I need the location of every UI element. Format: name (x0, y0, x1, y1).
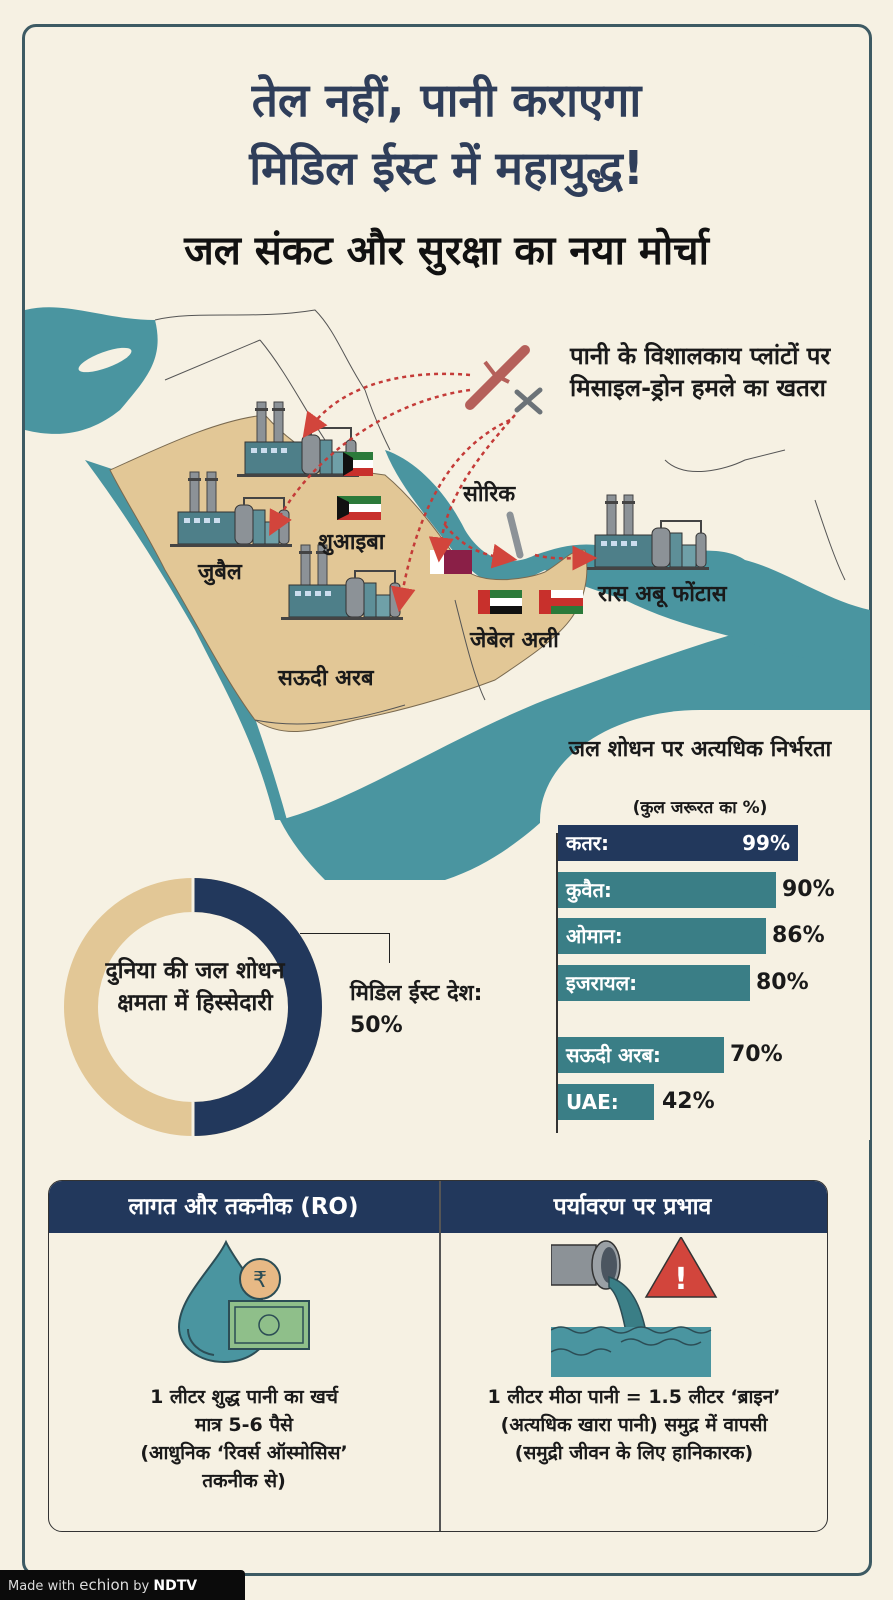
label-jebel-ali: जेबेल अली (470, 628, 559, 653)
bar-israel: इजरायल: (558, 965, 750, 1001)
panel-text-cost: 1 लीटर शुद्ध पानी का खर्च मात्र 5-6 पैसे… (49, 1383, 439, 1495)
bar-value: 90% (782, 877, 835, 902)
bar-oman: ओमान: (558, 918, 766, 954)
footer-by: by (133, 1579, 150, 1594)
svg-text:₹: ₹ (253, 1268, 267, 1293)
threat-annotation: पानी के विशालकाय प्लांटों पर मिसाइल-ड्रो… (570, 342, 831, 402)
ndtv-logo: NDTV (153, 1578, 198, 1594)
bar-label: कतर: (566, 831, 609, 855)
footer-made-with: Made with (8, 1579, 76, 1594)
cost-line-2: मात्र 5-6 पैसे (195, 1414, 293, 1436)
panel-heading-environment: पर्यावरण पर प्रभाव (553, 1194, 712, 1220)
panel-header: लागत और तकनीक (RO) पर्यावरण पर प्रभाव (49, 1181, 827, 1233)
echion-logo: echion (79, 1576, 130, 1594)
missile-icon (465, 345, 530, 410)
bar-qatar: कतर: 99% (558, 825, 798, 861)
label-soric: सोरिक (463, 482, 516, 507)
bar-kuwait: कुवैत: (558, 872, 776, 908)
kuwait-flag (337, 496, 381, 520)
panel-text-environment: 1 लीटर मीठा पानी = 1.5 लीटर ‘ब्राइन’ (अत… (439, 1383, 827, 1467)
panel-heading-cost: लागत और तकनीक (RO) (128, 1194, 359, 1220)
donut-center-text: दुनिया की जल शोधन क्षमता में हिस्सेदारी (105, 958, 285, 1016)
pipe-discharge-warning-icon: ! (551, 1237, 718, 1377)
bar-value: 42% (662, 1089, 715, 1114)
info-panel: लागत और तकनीक (RO) पर्यावरण पर प्रभाव ₹ … (48, 1180, 828, 1532)
bar-value: 80% (756, 970, 809, 995)
bar-value: 86% (772, 923, 825, 948)
cost-line-4: तकनीक से) (202, 1470, 286, 1492)
bar-saudi-arabia: सऊदी अरब: (558, 1037, 724, 1073)
water-drop-money-icon: ₹ (177, 1239, 310, 1364)
label-saudi-arabia: सऊदी अरब (278, 666, 374, 691)
bar-label: इजरायल: (566, 971, 638, 995)
env-line-2: (अत्यधिक खारा पानी) समुद्र में वापसी (500, 1414, 768, 1436)
subtitle: जल संकट और सुरक्षा का नया मोर्चा (184, 228, 709, 274)
dependency-title: जल शोधन पर अत्यधिक निर्भरता (568, 737, 832, 762)
footer-credit[interactable]: Made with echion by NDTV (0, 1570, 245, 1600)
oman-flag (539, 590, 583, 614)
uae-flag (478, 590, 522, 614)
bar-value: 99% (742, 831, 790, 855)
bar-uae: UAE: (558, 1084, 654, 1120)
panel-divider (439, 1181, 441, 1531)
qatar-flag (430, 550, 472, 574)
cost-line-3: (आधुनिक ‘रिवर्स ऑस्मोसिस’ (140, 1442, 348, 1464)
svg-text:!: ! (674, 1262, 688, 1297)
bar-label: कुवैत: (566, 878, 612, 902)
drone-icon (514, 387, 543, 415)
bar-label: सऊदी अरब: (566, 1043, 661, 1067)
donut-label: मिडिल ईस्ट देश: 50% (350, 981, 483, 1038)
bar-label: UAE: (566, 1090, 619, 1114)
bar-axis (556, 833, 558, 1133)
label-jubail: जुबैल (198, 560, 242, 585)
cost-line-1: 1 लीटर शुद्ध पानी का खर्च (150, 1386, 338, 1408)
label-shuaiba: शुआइबा (318, 530, 385, 555)
donut-leader-line (300, 933, 390, 963)
env-line-1: 1 लीटर मीठा पानी = 1.5 लीटर ‘ब्राइन’ (487, 1386, 781, 1408)
env-line-3: (समुद्री जीवन के लिए हानिकारक) (514, 1442, 754, 1464)
kuwait-flag-small (343, 452, 373, 476)
bar-value: 70% (730, 1042, 783, 1067)
title-line-2: मिडिल ईस्ट में महायुद्ध! (249, 141, 644, 195)
label-ras-abu-fontas: रास अबू फोंटास (598, 582, 727, 607)
title-line-1: तेल नहीं, पानी कराएगा (251, 73, 642, 127)
dependency-subtitle: (कुल जरूरत का %) (632, 798, 768, 818)
bar-label: ओमान: (566, 924, 623, 948)
donut-chart (64, 878, 322, 1136)
